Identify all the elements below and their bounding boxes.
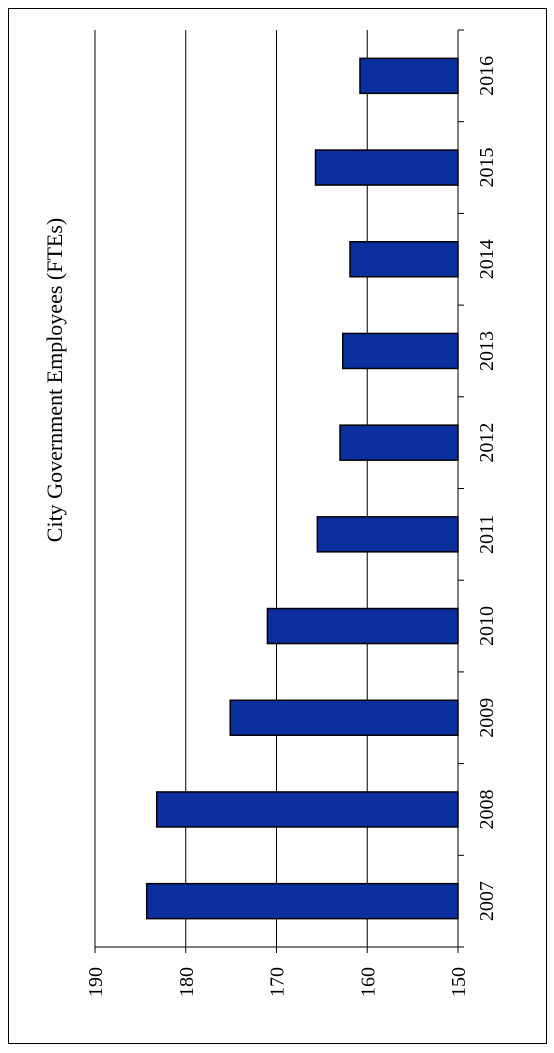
category-tick-label: 2013 — [476, 331, 498, 371]
bar — [316, 516, 459, 553]
bar — [266, 607, 459, 645]
value-tick-label: 170 — [267, 967, 289, 997]
axes — [94, 29, 464, 953]
bar — [339, 424, 459, 461]
bar — [314, 149, 459, 186]
category-tick-label: 2009 — [476, 698, 498, 738]
value-tick-label: 190 — [85, 967, 107, 997]
category-tick-label: 2007 — [476, 881, 498, 921]
chart-title: City Government Employees (FTEs) — [42, 218, 67, 542]
category-tick-label: 2008 — [476, 789, 498, 829]
bar — [349, 241, 459, 278]
bars — [145, 57, 459, 920]
category-tick-label: 2011 — [476, 515, 498, 554]
category-tick-label: 2014 — [476, 239, 498, 279]
bar — [155, 791, 459, 828]
category-tick-label: 2016 — [476, 56, 498, 96]
bar — [229, 699, 459, 736]
chart-frame — [8, 8, 547, 1044]
category-tick-label: 2015 — [476, 148, 498, 188]
bar — [359, 57, 459, 95]
value-tick-label: 150 — [448, 967, 470, 997]
category-tick-label: 2012 — [476, 423, 498, 463]
category-tick-label: 2010 — [476, 606, 498, 646]
bar — [341, 332, 459, 370]
value-tick-label: 160 — [357, 967, 379, 997]
tick-labels: 150 160 170 180 190 2007 2008 2009 2010 2011 2012 2… — [85, 56, 498, 997]
bar — [145, 882, 459, 920]
value-tick-label: 180 — [176, 967, 198, 997]
